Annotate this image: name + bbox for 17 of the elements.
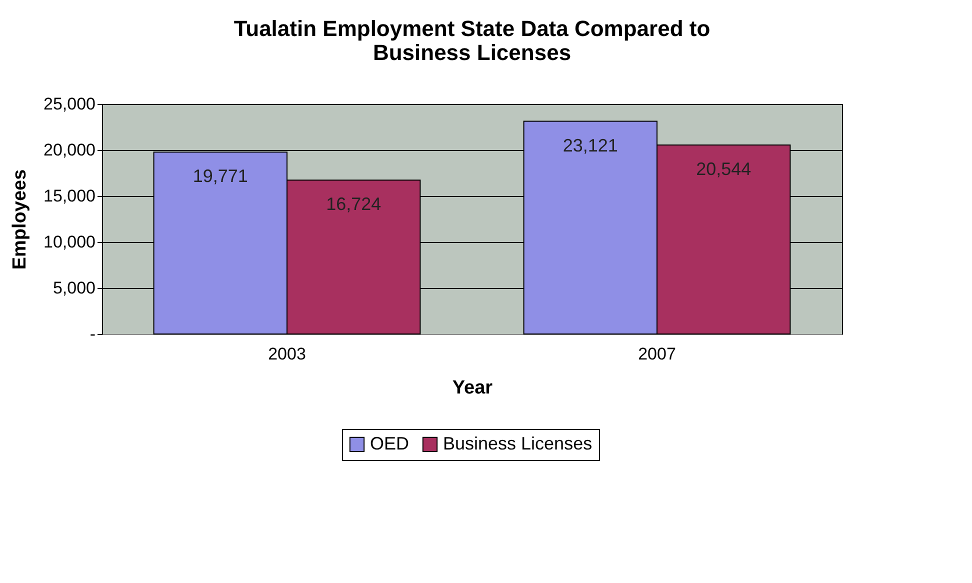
legend-label: OED: [370, 433, 410, 454]
y-tick-label: 15,000: [44, 186, 96, 206]
data-label: 16,724: [326, 194, 382, 214]
y-tick-label: 10,000: [44, 232, 96, 252]
x-tick-label: 2003: [268, 344, 306, 364]
x-tick-label: 2007: [638, 344, 676, 364]
y-tick-label: 25,000: [44, 94, 96, 114]
y-tick-label: 5,000: [52, 278, 96, 298]
legend-label: Business Licenses: [443, 433, 592, 454]
y-axis-title: Employees: [10, 169, 31, 270]
chart-title: Tualatin Employment State Data Compared to Business Licenses: [234, 16, 710, 65]
data-label: 20,544: [696, 158, 752, 179]
y-tick-label: -: [90, 324, 96, 344]
y-tick-label: 20,000: [44, 140, 96, 160]
x-axis-title: Year: [452, 378, 494, 398]
data-label: 23,121: [562, 135, 618, 156]
data-label: 19,771: [192, 166, 248, 186]
